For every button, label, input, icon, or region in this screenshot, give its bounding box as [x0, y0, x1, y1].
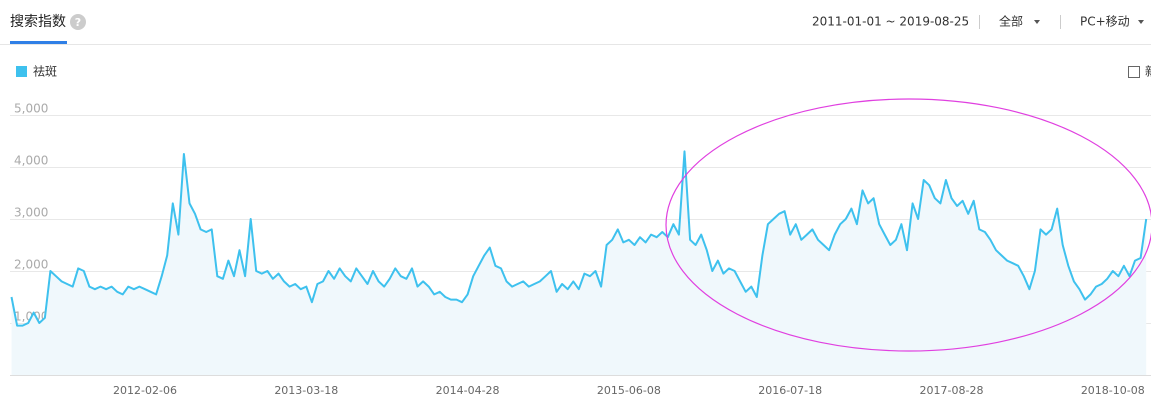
tab-underline [10, 41, 67, 44]
dropdown-arrow[interactable] [1034, 20, 1040, 24]
device-select[interactable]: PC+移动 [1080, 15, 1130, 29]
checkbox[interactable] [1128, 66, 1140, 78]
y-tick-label: 3,000 [14, 206, 48, 220]
y-tick-label: 4,000 [14, 154, 48, 168]
series-area [11, 151, 1147, 375]
x-tick-label: 2018-10-08 [1081, 384, 1145, 397]
help-icon-bg[interactable] [70, 14, 86, 30]
legend-label[interactable]: 祛斑 [33, 65, 57, 79]
y-tick-label: 2,000 [14, 258, 48, 272]
region-select[interactable]: 全部 [999, 14, 1023, 29]
x-tick-label: 2016-07-18 [758, 384, 822, 397]
x-tick-label: 2013-03-18 [274, 384, 338, 397]
annotation-ellipse [665, 98, 1151, 352]
series-line [10, 150, 1148, 327]
dropdown-arrow[interactable] [1138, 20, 1144, 24]
x-tick-label: 2012-02-06 [113, 384, 177, 397]
tab-title[interactable]: 搜索指数 [10, 13, 66, 30]
checkbox-label[interactable]: 新 [1145, 64, 1151, 79]
x-tick-label: 2017-08-28 [920, 384, 984, 397]
legend-swatch[interactable] [16, 66, 27, 77]
y-tick-label: 5,000 [14, 102, 48, 116]
help-icon[interactable]: ? [75, 16, 81, 29]
date-range[interactable]: 2011-01-01 ~ 2019-08-25 [812, 15, 969, 29]
x-tick-label: 2014-04-28 [436, 384, 500, 397]
x-tick-label: 2015-06-08 [597, 384, 661, 397]
